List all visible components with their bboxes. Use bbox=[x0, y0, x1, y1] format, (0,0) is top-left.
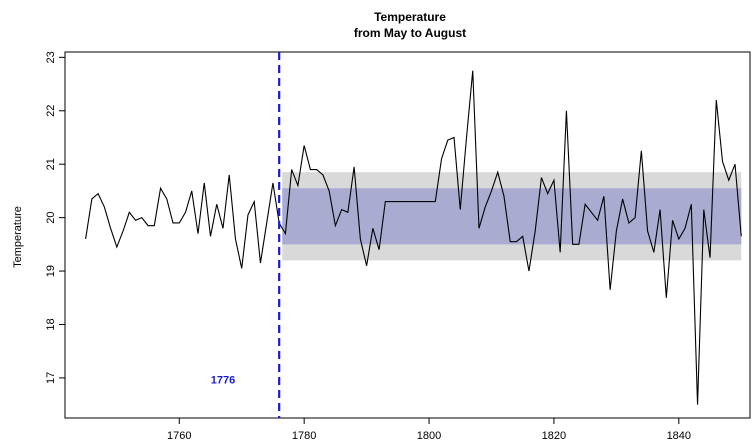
band bbox=[282, 188, 742, 245]
x-tick-label: 1840 bbox=[667, 430, 691, 442]
plot-frame bbox=[64, 51, 751, 419]
y-tick-label: 18 bbox=[45, 318, 57, 330]
x-tick-label: 1800 bbox=[417, 430, 441, 442]
x-tick-label: 1760 bbox=[167, 430, 191, 442]
x-tick-label: 1820 bbox=[542, 430, 566, 442]
y-tick-label: 21 bbox=[45, 158, 57, 170]
series-line bbox=[85, 70, 742, 405]
y-axis-label: Temperature bbox=[12, 206, 24, 268]
reference-label: 1776 bbox=[211, 375, 235, 387]
y-tick-label: 23 bbox=[45, 51, 57, 63]
chart-title: Temperature bbox=[374, 10, 446, 24]
y-tick-label: 22 bbox=[45, 105, 57, 117]
y-tick-label: 19 bbox=[45, 265, 57, 277]
y-tick-label: 20 bbox=[45, 212, 57, 224]
chart-subtitle: from May to August bbox=[354, 26, 466, 40]
x-tick-label: 1780 bbox=[292, 430, 316, 442]
y-tick-label: 17 bbox=[45, 372, 57, 384]
